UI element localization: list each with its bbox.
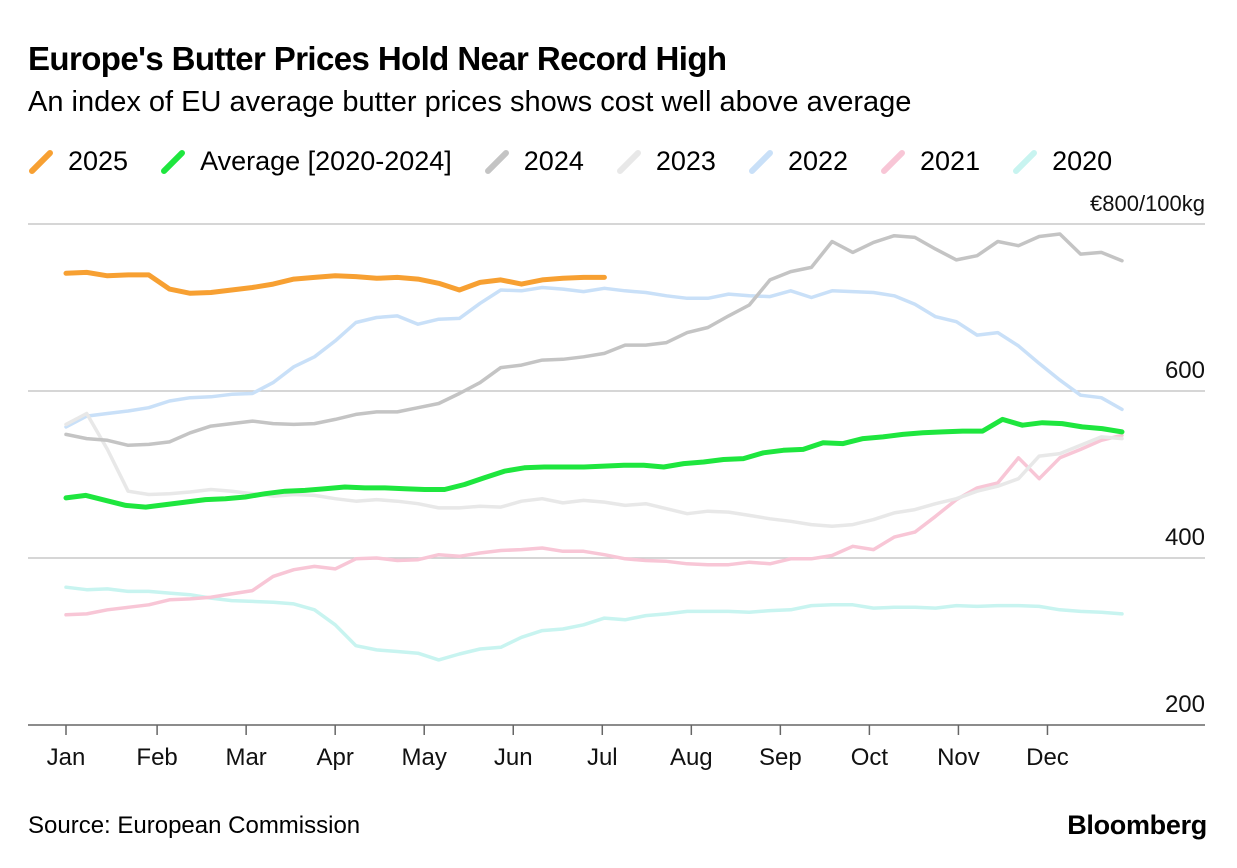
legend-swatch-icon [616,149,642,175]
x-tick-label: Nov [937,744,980,771]
legend-swatch-icon [484,149,510,175]
legend-swatch-icon [880,149,906,175]
legend-item-2025: 2025 [28,146,128,177]
y-tick-label: 600 [1165,357,1205,384]
line-chart: 200 400 600 €800/100kg Jan Feb Mar Apr May Jun Jul… [28,191,1205,771]
legend-item-2024: 2024 [484,146,584,177]
source-note: Source: European Commission [28,812,361,839]
series-line-average-2020-2024 [63,416,1125,510]
series-line-2024 [64,232,1124,448]
series-line-2025 [63,269,607,296]
x-tick-label: Dec [1026,744,1069,771]
chart-legend: 2025 Average [2020-2024] 2024 2023 2022 2021 2… [28,146,1144,177]
series-line-2020 [64,585,1124,662]
legend-item-average-2020-2024: Average [2020-2024] [160,146,452,177]
legend-label: Average [2020-2024] [200,146,452,176]
x-tick-label: Feb [136,744,177,771]
x-tick-label: Jun [494,744,533,771]
x-tick-label: Apr [316,744,353,771]
legend-label: 2023 [655,146,716,176]
y-tick-label: 400 [1165,524,1205,551]
chart-title: Europe's Butter Prices Hold Near Record … [28,40,727,77]
legend-swatch-icon [1012,149,1038,175]
legend-item-2021: 2021 [880,146,980,177]
x-tick-label: Aug [670,744,713,771]
legend-item-2020: 2020 [1012,146,1112,177]
series-line-2022 [64,285,1124,429]
legend-label: 2021 [920,146,981,176]
legend-swatch-icon [748,149,774,175]
x-tick-label: Jan [47,744,86,771]
x-tick-label: Mar [225,744,266,771]
x-tick-label: Jul [587,744,618,771]
brand-logo: Bloomberg [1067,810,1207,840]
x-tick-label: May [402,744,447,771]
legend-label: 2025 [68,146,129,176]
legend-label: 2024 [523,146,584,176]
legend-label: 2020 [1052,146,1113,176]
legend-label: 2022 [787,146,849,176]
y-tick-label: €800/100kg [1090,191,1205,216]
legend-item-2022: 2022 [748,146,848,177]
y-tick-label: 200 [1165,691,1205,718]
x-tick-label: Oct [851,744,889,771]
series-line-2023 [64,411,1124,529]
legend-swatch-icon [28,149,54,175]
chart-subtitle: An index of EU average butter prices sho… [28,86,912,118]
series-line-2021 [64,433,1124,617]
legend-swatch-icon [160,149,186,175]
x-tick-label: Sep [759,744,802,771]
legend-item-2023: 2023 [616,146,716,177]
